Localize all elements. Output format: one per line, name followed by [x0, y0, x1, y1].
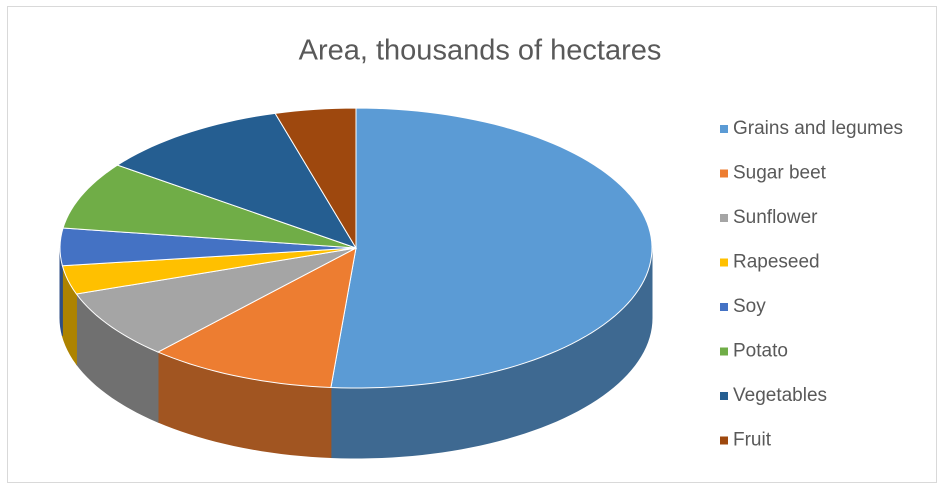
slice — [116, 112, 358, 249]
slice — [61, 247, 357, 295]
legend-swatch — [720, 436, 728, 445]
legend-swatch — [720, 169, 728, 178]
chart-title: Area, thousands of hectares — [299, 35, 662, 67]
legend-label: Rapeseed — [733, 252, 820, 273]
legend-label: Fruit — [733, 430, 772, 451]
legend-swatch — [720, 347, 728, 356]
legend-label: Grains and legumes — [733, 118, 903, 139]
legend-swatch — [720, 392, 728, 400]
legend-label: Soy — [733, 296, 766, 317]
legend-swatch — [720, 303, 728, 311]
legend-label: Potato — [733, 341, 788, 362]
slice — [75, 247, 357, 353]
slice — [274, 107, 357, 250]
slice — [62, 164, 357, 249]
legend-swatch — [720, 258, 728, 267]
legend-label: Vegetables — [733, 385, 827, 406]
slice — [330, 107, 653, 389]
legend-label: Sunflower — [733, 207, 818, 228]
legend-swatch — [720, 125, 728, 133]
legend-label: Sugar beet — [733, 163, 827, 184]
slice — [156, 247, 357, 389]
legend-swatch — [720, 214, 728, 222]
slice — [59, 227, 357, 267]
